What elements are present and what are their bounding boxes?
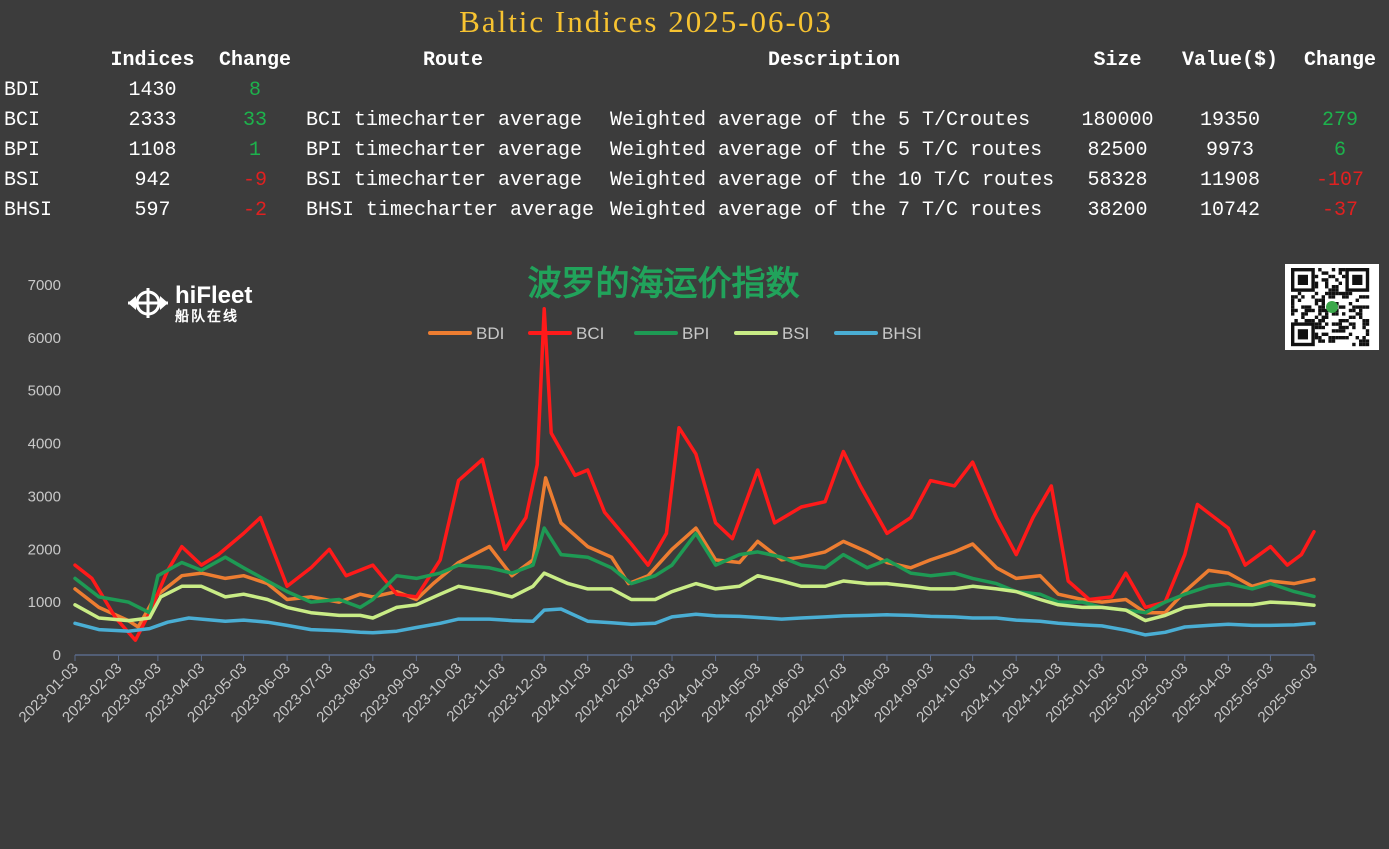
- row-value: 11908: [1199, 169, 1260, 192]
- legend-label-bdi: BDI: [476, 324, 504, 343]
- qr-code-icon: [1285, 264, 1379, 350]
- row-description: Weighted average of the 7 T/C routes: [610, 199, 1043, 222]
- y-tick-label: 7000: [28, 277, 61, 294]
- row-route: BCI timecharter average: [306, 109, 583, 132]
- row-index: 1430: [128, 79, 177, 102]
- row-route: BHSI timecharter average: [306, 199, 595, 222]
- row-size: 38200: [1087, 199, 1148, 222]
- legend-label-bhsi: BHSI: [882, 324, 922, 343]
- row-change: -2: [242, 199, 267, 222]
- y-tick-label: 3000: [28, 488, 61, 505]
- row-route: BSI timecharter average: [306, 169, 583, 192]
- y-tick-label: 4000: [28, 436, 61, 453]
- logo-name: hiFleet: [175, 282, 253, 309]
- row-index: 597: [134, 199, 171, 222]
- row-size: 58328: [1087, 169, 1148, 192]
- table-header: Indices Change Route Description Size Va…: [0, 46, 1389, 76]
- row-name: BHSI: [4, 199, 53, 222]
- chart-title: 波罗的海运价指数: [527, 265, 800, 303]
- line-chart: 010002000300040005000600070002023-01-032…: [16, 277, 1321, 726]
- series-line-bdi: [73, 476, 1316, 629]
- row-size: 180000: [1081, 109, 1154, 132]
- row-value: 9973: [1205, 139, 1254, 162]
- row-index: 942: [134, 169, 171, 192]
- header-indices: Indices: [110, 49, 195, 72]
- y-tick-label: 6000: [28, 330, 61, 347]
- row-description: Weighted average of the 5 T/Croutes: [610, 109, 1031, 132]
- logo-subtitle: 船队在线: [175, 308, 239, 324]
- legend-label-bci: BCI: [576, 324, 604, 343]
- table-row: BCI 2333 33 BCI timecharter average Weighted…: [0, 106, 1389, 136]
- series-line-bsi: [73, 571, 1316, 623]
- table-row: BHSI 597 -2 BHSI timecharter average Weighte…: [0, 196, 1389, 226]
- row-route: BPI timecharter average: [306, 139, 583, 162]
- row-change: 1: [248, 139, 261, 162]
- header-route: Route: [423, 49, 484, 72]
- row-change-value: 6: [1333, 139, 1346, 162]
- header-change-value: Change: [1303, 49, 1376, 72]
- row-index: 1108: [128, 139, 177, 162]
- table-row: BDI 1430 8: [0, 76, 1389, 106]
- row-description: Weighted average of the 10 T/C routes: [610, 169, 1055, 192]
- row-change: 33: [242, 109, 267, 132]
- row-name: BDI: [4, 79, 41, 102]
- row-size: 82500: [1087, 139, 1148, 162]
- hifleet-logo-icon: [128, 288, 168, 318]
- row-name: BPI: [4, 139, 41, 162]
- page-title: Baltic Indices 2025-06-03: [459, 4, 833, 39]
- table-row: BPI 1108 1 BPI timecharter average Weighted …: [0, 136, 1389, 166]
- y-tick-label: 1000: [28, 594, 61, 611]
- row-index: 2333: [128, 109, 177, 132]
- y-tick-label: 0: [53, 647, 61, 664]
- row-value: 10742: [1199, 199, 1260, 222]
- table-row: BSI 942 -9 BSI timecharter average Weighted …: [0, 166, 1389, 196]
- legend-label-bpi: BPI: [682, 324, 709, 343]
- row-name: BSI: [4, 169, 41, 192]
- row-change-value: 279: [1321, 109, 1358, 132]
- row-change: -9: [242, 169, 267, 192]
- row-value: 19350: [1199, 109, 1260, 132]
- legend-label-bsi: BSI: [782, 324, 809, 343]
- y-tick-label: 5000: [28, 383, 61, 400]
- header-value: Value($): [1181, 49, 1278, 72]
- row-change: 8: [248, 79, 261, 102]
- series-line-bci: [73, 307, 1316, 642]
- y-tick-label: 2000: [28, 541, 61, 558]
- header-size: Size: [1093, 49, 1142, 72]
- series-line-bhsi: [73, 607, 1316, 637]
- row-change-value: -107: [1315, 169, 1364, 192]
- header-description: Description: [768, 49, 901, 72]
- row-description: Weighted average of the 5 T/C routes: [610, 139, 1043, 162]
- header-change: Change: [218, 49, 291, 72]
- row-change-value: -37: [1321, 199, 1358, 222]
- row-name: BCI: [4, 109, 41, 132]
